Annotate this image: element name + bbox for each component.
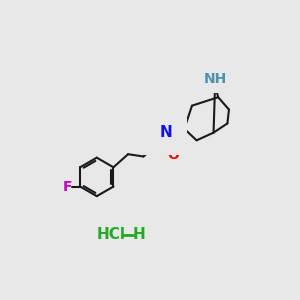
Text: N: N <box>159 125 172 140</box>
Text: H: H <box>133 227 146 242</box>
Text: F: F <box>63 179 73 194</box>
Text: O: O <box>168 148 179 162</box>
Text: HCl: HCl <box>97 227 126 242</box>
Text: NH: NH <box>203 72 227 86</box>
